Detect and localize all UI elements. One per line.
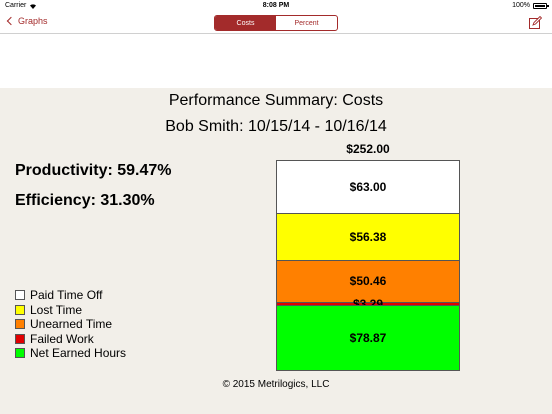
legend-swatch: [15, 290, 25, 301]
wifi-icon: [30, 3, 37, 9]
carrier-label: Carrier: [5, 2, 27, 9]
legend-label: Failed Work: [30, 331, 94, 346]
legend-label: Net Earned Hours: [30, 346, 127, 361]
legend-swatch: [15, 333, 25, 344]
legend-item-paid-time-off: Paid Time Off: [15, 288, 126, 303]
legend-label: Unearned Time: [30, 317, 113, 332]
copyright-footer: © 2015 Metrilogics, LLC: [222, 379, 330, 390]
legend-item-failed-work: Failed Work: [15, 332, 126, 347]
legend-item-unearned-time: Unearned Time: [15, 317, 126, 332]
bar-value-label: $56.38: [349, 230, 387, 245]
bar-total-label: $252.00: [346, 142, 390, 156]
back-label: Graphs: [18, 16, 48, 26]
legend-label: Paid Time Off: [30, 288, 103, 303]
tab-costs[interactable]: Costs: [215, 16, 276, 30]
bar-value-label: $50.46: [349, 274, 387, 289]
bar-value-label: $63.00: [349, 180, 387, 195]
bar-segment-unearned-time: $50.46: [277, 260, 459, 302]
bar-segment-net-earned-hours: $78.87: [277, 304, 459, 370]
bar-segment-lost-time: $56.38: [277, 213, 459, 260]
status-bar: Carrier 8:08 PM 100%: [0, 0, 552, 12]
navigation-bar: Graphs Costs Percent: [0, 12, 552, 34]
bar-value-label: $78.87: [349, 330, 387, 345]
status-time: 8:08 PM: [262, 2, 290, 9]
battery-percent: 100%: [512, 2, 530, 9]
report-title: Performance Summary: Costs: [168, 92, 384, 109]
compose-icon[interactable]: [529, 16, 542, 29]
report-subtitle: Bob Smith: 10/15/14 - 10/16/14: [165, 118, 387, 135]
view-segmented-control: Costs Percent: [214, 15, 338, 31]
chevron-left-icon: [6, 16, 16, 26]
efficiency-metric: Efficiency: 31.30%: [15, 192, 155, 209]
carrier-group: Carrier: [5, 2, 37, 9]
legend-swatch: [15, 304, 25, 315]
legend-swatch: [15, 319, 25, 330]
battery-group: 100%: [512, 2, 549, 9]
legend-swatch: [15, 348, 25, 359]
back-button[interactable]: Graphs: [6, 16, 48, 26]
battery-icon: [533, 2, 549, 9]
legend: Paid Time Off Lost Time Unearned Time Fa…: [15, 288, 126, 361]
stacked-bar: $63.00$56.38$50.46$3.29$78.87: [276, 160, 460, 371]
legend-label: Lost Time: [30, 302, 83, 317]
productivity-metric: Productivity: 59.47%: [15, 162, 172, 179]
tab-percent[interactable]: Percent: [294, 19, 319, 27]
legend-item-lost-time: Lost Time: [15, 303, 126, 318]
legend-item-net-earned-hours: Net Earned Hours: [15, 346, 126, 361]
bar-segment-paid-time-off: $63.00: [277, 161, 459, 214]
